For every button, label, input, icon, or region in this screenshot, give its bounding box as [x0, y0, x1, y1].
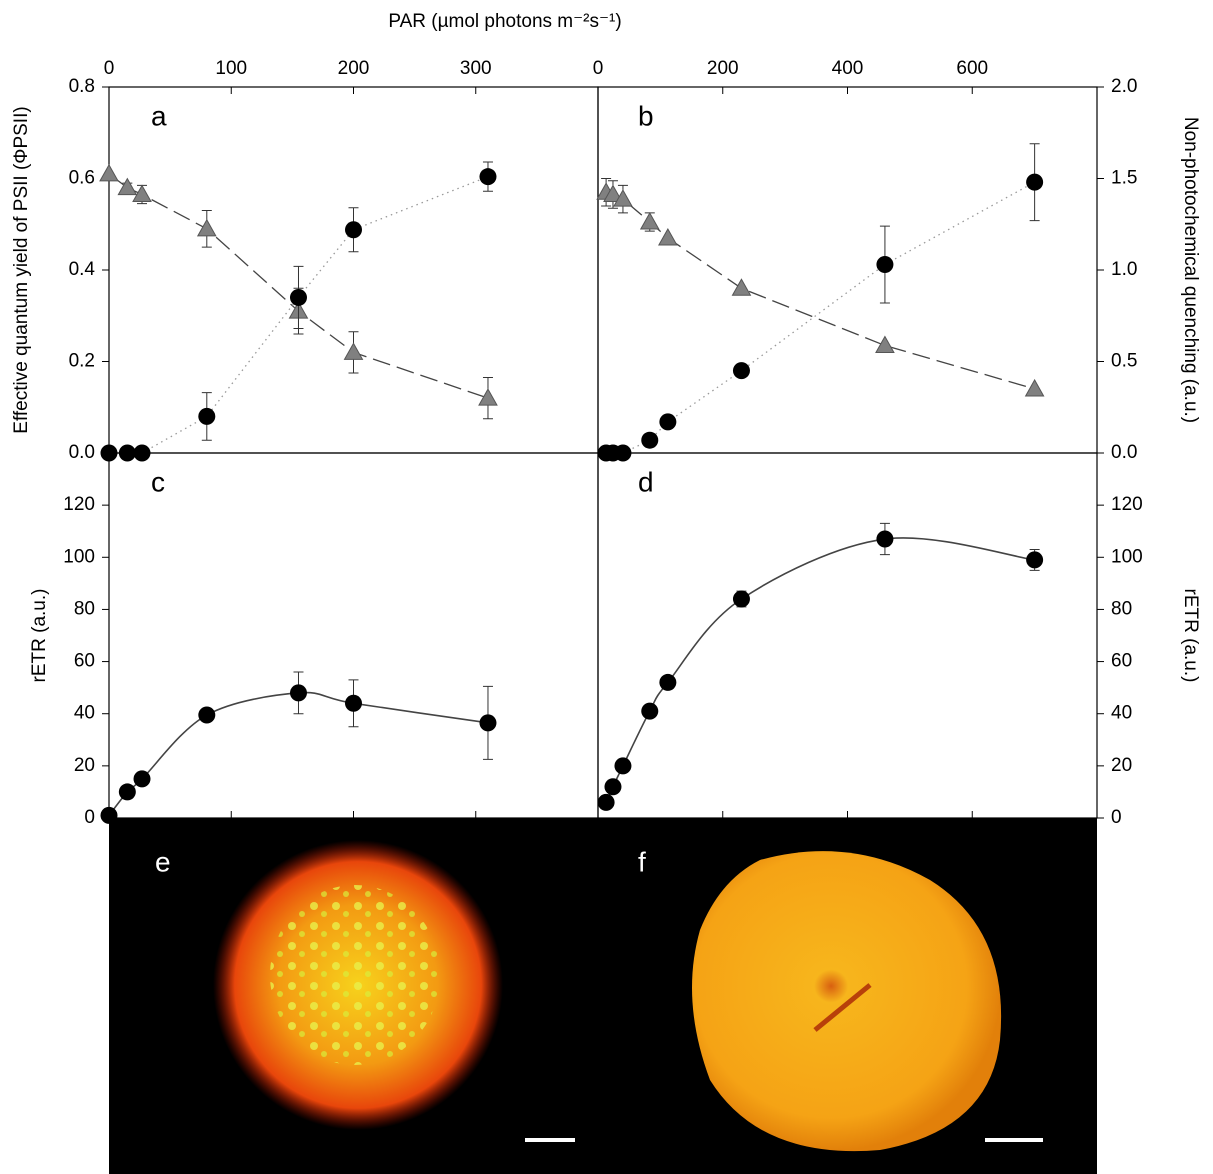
panel-label: b	[638, 100, 654, 131]
data-point	[99, 163, 119, 182]
y-tick-label: 40	[1111, 703, 1132, 724]
data-point	[132, 184, 152, 203]
y-tick-label: 60	[1111, 651, 1132, 672]
series-line	[605, 191, 1035, 390]
x-tick-label: 300	[460, 58, 492, 79]
data-point	[196, 218, 217, 237]
data-point	[345, 694, 362, 712]
x-tick-label: 0	[593, 58, 604, 79]
y-tick-label: 0.0	[1111, 442, 1137, 463]
data-point	[614, 757, 632, 775]
data-point	[641, 702, 659, 720]
panel-label: c	[151, 466, 165, 497]
data-point	[479, 168, 497, 186]
data-point	[731, 278, 752, 296]
data-point	[604, 778, 622, 796]
x-tick-label: 600	[956, 58, 988, 79]
data-point	[613, 189, 633, 207]
panel-label: a	[151, 100, 167, 131]
x-tick-label: 0	[104, 58, 115, 79]
y-tick-label: 2.0	[1111, 76, 1137, 97]
data-point	[289, 288, 307, 306]
y-tick-label: 100	[63, 546, 95, 567]
panel-label: d	[638, 466, 654, 497]
plot-frame	[108, 86, 599, 454]
y-tick-label: 0.5	[1111, 351, 1137, 372]
y-tick-label: 0.6	[69, 168, 95, 189]
data-point	[479, 714, 497, 732]
data-point	[732, 590, 750, 608]
data-point	[133, 770, 151, 788]
y-tick-label: 100	[1111, 546, 1143, 567]
y-tick-label: 40	[74, 703, 95, 724]
data-point	[658, 227, 678, 246]
x-tick-label: 400	[832, 58, 864, 79]
data-point	[343, 342, 364, 360]
y-tick-label: 120	[63, 494, 95, 515]
data-point	[100, 806, 118, 824]
data-point	[603, 184, 623, 203]
x-axis-label: PAR (µmol photons m⁻²s⁻¹)	[388, 11, 621, 32]
y-tick-label: 0	[1111, 807, 1122, 828]
plot-frame	[108, 452, 599, 819]
data-point	[345, 221, 362, 239]
y-axis-label: rETR (a.u.)	[29, 589, 50, 683]
x-tick-label: 100	[215, 58, 247, 79]
y-tick-label: 80	[74, 598, 95, 619]
plot-frame	[597, 452, 1098, 819]
data-point	[478, 388, 498, 406]
plot-frame	[597, 86, 1098, 454]
y-tick-label: 0	[84, 807, 95, 828]
y-tick-label: 1.5	[1111, 168, 1137, 189]
y-tick-label: 0.8	[69, 76, 95, 97]
y2-axis-label: Non-photochemical quenching (a.u.)	[1180, 117, 1201, 423]
data-point	[732, 362, 750, 380]
y-tick-label: 0.2	[69, 351, 95, 372]
data-point	[289, 684, 307, 702]
y-tick-label: 1.0	[1111, 259, 1137, 280]
y-tick-label: 80	[1111, 598, 1132, 619]
y-tick-label: 60	[74, 651, 95, 672]
data-point	[198, 706, 216, 724]
data-point	[876, 256, 894, 274]
panel-label: f	[638, 846, 646, 877]
y-tick-label: 120	[1111, 494, 1143, 515]
image-f-mouth	[813, 983, 872, 1032]
data-point	[1026, 173, 1044, 191]
x-tick-label: 200	[707, 58, 739, 79]
x-tick-label: 200	[338, 58, 370, 79]
series-line	[605, 537, 1035, 803]
data-point	[1026, 551, 1044, 569]
y-tick-label: 0.4	[69, 259, 96, 280]
data-point	[659, 673, 677, 691]
y-axis-label: rETR (a.u.)	[1180, 589, 1201, 683]
data-point	[641, 431, 659, 449]
data-point	[639, 211, 660, 230]
image-e-spots	[270, 885, 440, 1065]
y-axis-label: Effective quantum yield of PSII (ΦPSII)	[11, 106, 32, 433]
data-point	[1024, 378, 1045, 397]
y-tick-label: 20	[1111, 755, 1132, 776]
y-tick-label: 0.0	[69, 442, 95, 463]
data-point	[597, 793, 615, 811]
panel-label: e	[155, 846, 171, 877]
data-point	[117, 177, 138, 196]
y-tick-label: 20	[74, 755, 95, 776]
data-point	[198, 407, 216, 425]
data-point	[659, 413, 677, 431]
data-point	[118, 783, 136, 801]
series-line	[606, 181, 1035, 454]
data-point	[875, 335, 895, 353]
data-point	[876, 530, 894, 548]
